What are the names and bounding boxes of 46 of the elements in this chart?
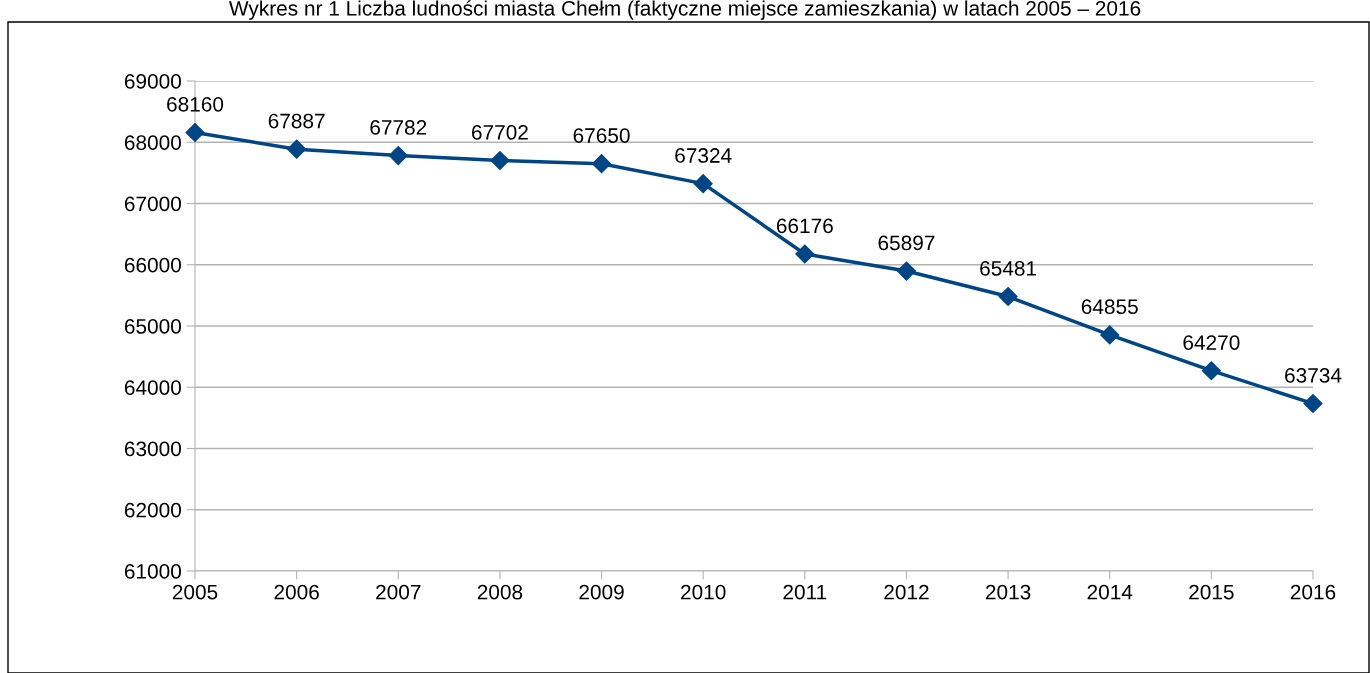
y-tick-label: 68000 xyxy=(124,135,181,150)
data-label: 65897 xyxy=(878,235,935,251)
x-tick-label: 2016 xyxy=(1290,584,1336,600)
data-label: 67702 xyxy=(472,124,528,140)
x-tick-label: 2010 xyxy=(681,584,726,600)
y-tick-label: 64000 xyxy=(124,380,181,395)
point xyxy=(1303,394,1323,414)
x-tick-label: 2008 xyxy=(477,584,523,600)
x-tick-label: 2012 xyxy=(884,584,929,600)
data-label: 63734 xyxy=(1285,368,1342,383)
y-tick-label: 65000 xyxy=(124,319,181,334)
x-tick-label: 2009 xyxy=(579,584,624,600)
data-label: 64270 xyxy=(1183,335,1240,350)
point xyxy=(896,261,916,281)
y-tick-label: 62000 xyxy=(124,502,181,518)
data-label: 66176 xyxy=(776,218,833,234)
point xyxy=(490,150,510,171)
y-tick-label: 67000 xyxy=(124,196,181,212)
point xyxy=(1201,361,1221,381)
point xyxy=(693,174,713,194)
y-tick-label: 63000 xyxy=(124,441,181,457)
y-tick-label: 69000 xyxy=(124,74,181,89)
data-label: 65481 xyxy=(980,261,1037,276)
point xyxy=(287,139,307,159)
y-tick-label: 66000 xyxy=(124,257,181,273)
point xyxy=(998,287,1018,307)
x-tick-label: 2011 xyxy=(783,584,827,600)
data-label: 68160 xyxy=(167,96,224,112)
x-tick-label: 2014 xyxy=(1087,584,1133,600)
point xyxy=(185,122,205,142)
x-tick-label: 2013 xyxy=(985,584,1031,600)
x-tick-label: 2015 xyxy=(1189,584,1234,600)
x-tick-label: 2006 xyxy=(274,584,319,600)
y-tick-label: 61000 xyxy=(124,564,181,579)
chart-title: Wykres nr 1 Liczba ludności miasta Chełm (faktyczne miejsce zamieszkania) w latach 2005 – 2016 xyxy=(229,0,1141,20)
data-label: 67324 xyxy=(675,148,732,163)
data-label: 67887 xyxy=(268,113,325,129)
point xyxy=(795,244,815,264)
point xyxy=(388,146,408,166)
data-label: 64855 xyxy=(1081,299,1138,315)
x-tick-label: 2007 xyxy=(376,584,421,600)
data-label: 67782 xyxy=(370,120,427,135)
point xyxy=(1100,325,1120,345)
data-label: 67650 xyxy=(573,128,630,143)
point xyxy=(592,154,612,174)
x-tick-label: 2005 xyxy=(172,584,218,600)
